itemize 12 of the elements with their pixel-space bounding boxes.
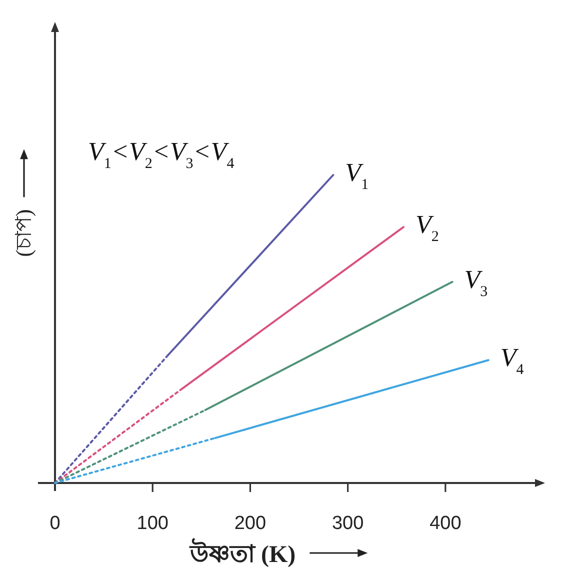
y-axis-title: (চাপ) xyxy=(11,209,36,257)
x-axis-title: উষ্ণতা (K) xyxy=(189,538,296,568)
x-tick-label: 0 xyxy=(50,513,60,534)
text: V$_{1}$<V$_{2}$<V$_{3}$<V$_{4}$ xyxy=(88,137,235,172)
series-label: V$_{4}$ xyxy=(500,343,524,378)
x-tick-label: 200 xyxy=(234,513,266,534)
x-tick-label: 400 xyxy=(430,513,462,534)
series-label: V$_{2}$ xyxy=(415,210,439,246)
series-label: V$_{3}$ xyxy=(464,264,488,300)
x-tick-label: 100 xyxy=(136,513,168,534)
x-tick-label: 300 xyxy=(332,513,364,534)
series-label: V$_{1}$ xyxy=(345,158,369,193)
